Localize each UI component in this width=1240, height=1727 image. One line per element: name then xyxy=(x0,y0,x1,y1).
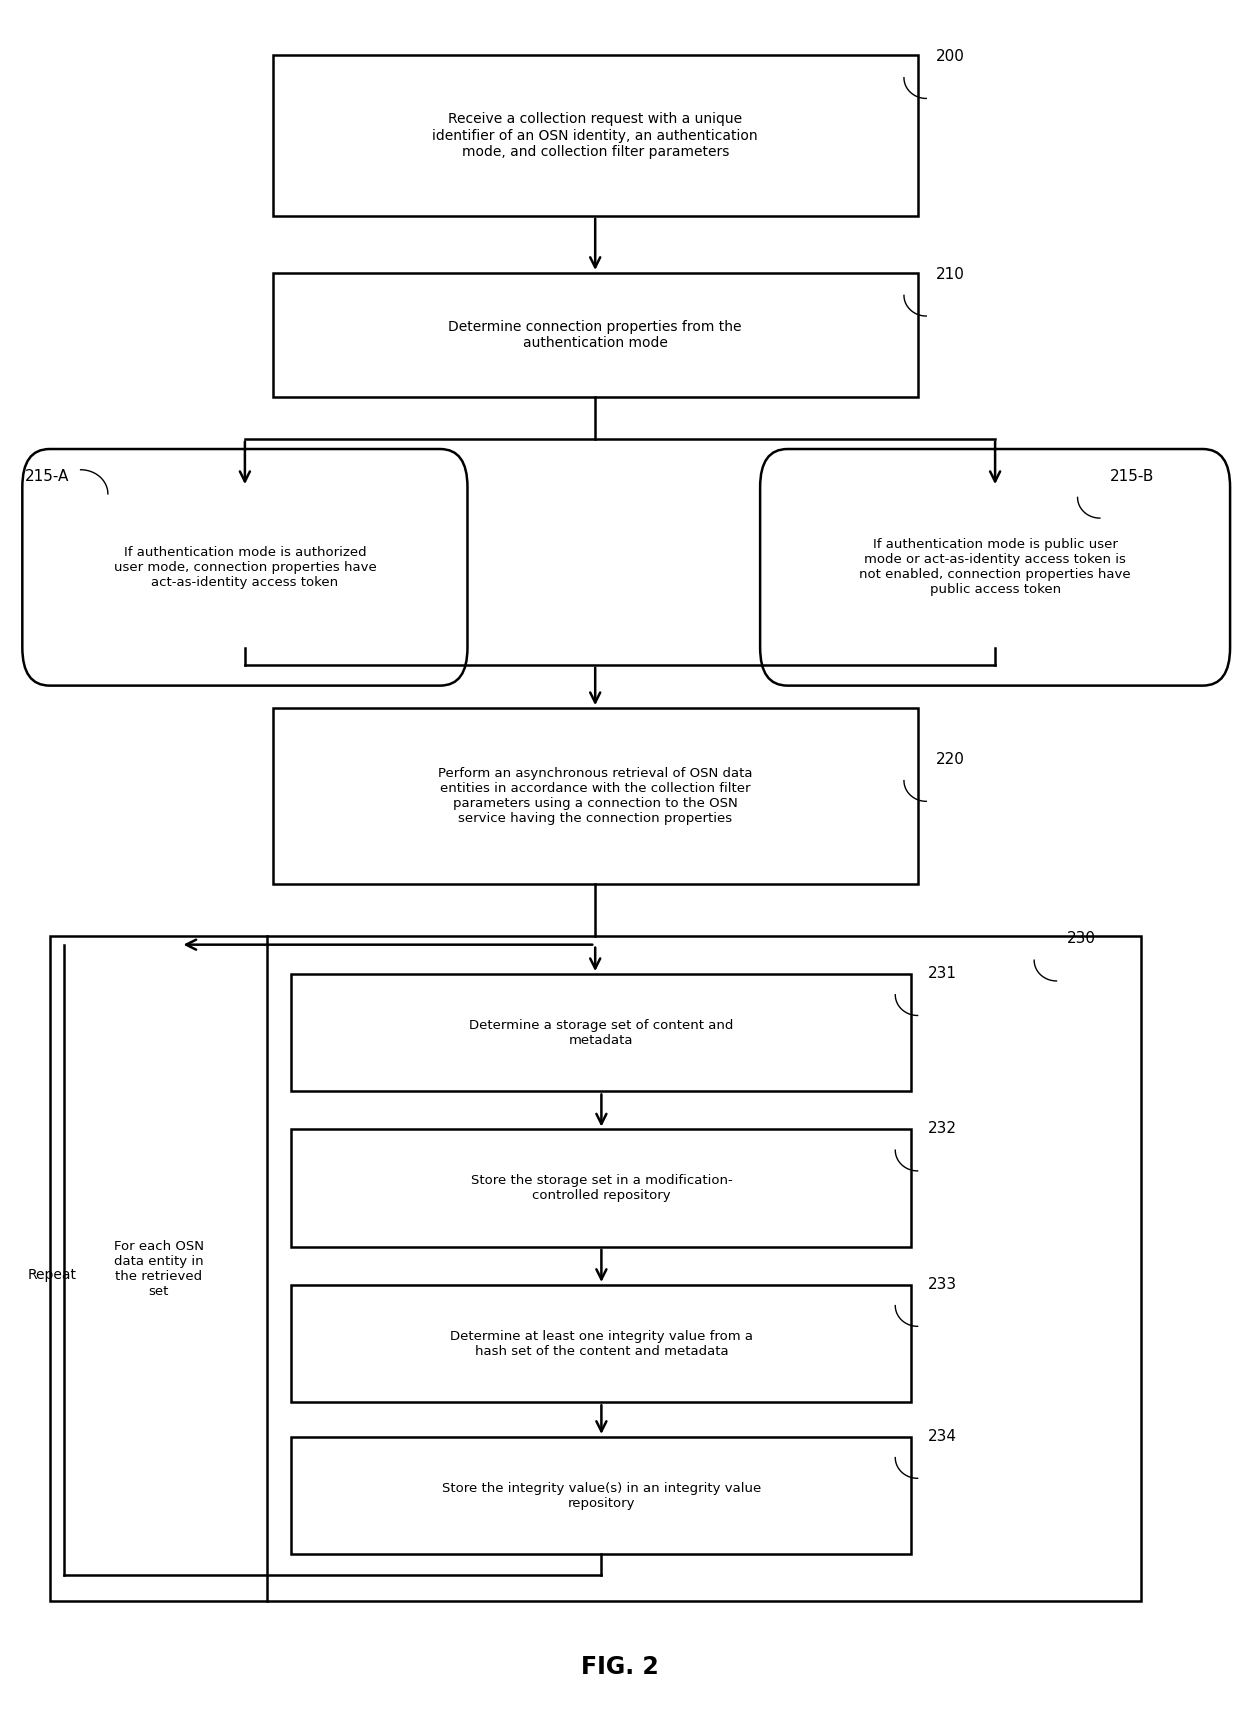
Bar xyxy=(291,1285,911,1402)
Text: 215-A: 215-A xyxy=(25,468,69,484)
Bar xyxy=(273,273,918,397)
Bar xyxy=(291,1437,911,1554)
Text: Receive a collection request with a unique
identifier of an OSN identity, an aut: Receive a collection request with a uniq… xyxy=(433,112,758,159)
Text: 231: 231 xyxy=(928,965,956,981)
Text: 220: 220 xyxy=(936,751,965,767)
Text: For each OSN
data entity in
the retrieved
set: For each OSN data entity in the retrieve… xyxy=(114,1240,203,1299)
Text: Repeat: Repeat xyxy=(27,1268,77,1281)
Text: Determine at least one integrity value from a
hash set of the content and metada: Determine at least one integrity value f… xyxy=(450,1330,753,1357)
Text: 215-B: 215-B xyxy=(1110,468,1154,484)
Bar xyxy=(291,1129,911,1247)
Text: FIG. 2: FIG. 2 xyxy=(582,1654,658,1679)
Text: 232: 232 xyxy=(928,1121,956,1136)
Bar xyxy=(273,708,918,884)
Text: If authentication mode is public user
mode or act-as-identity access token is
no: If authentication mode is public user mo… xyxy=(859,539,1131,596)
Text: Perform an asynchronous retrieval of OSN data
entities in accordance with the co: Perform an asynchronous retrieval of OSN… xyxy=(438,767,753,826)
FancyBboxPatch shape xyxy=(22,449,467,686)
Text: If authentication mode is authorized
user mode, connection properties have
act-a: If authentication mode is authorized use… xyxy=(114,546,376,589)
Text: 234: 234 xyxy=(928,1428,956,1444)
Text: 210: 210 xyxy=(936,266,965,282)
Bar xyxy=(291,974,911,1091)
Bar xyxy=(273,55,918,216)
Text: Determine connection properties from the
authentication mode: Determine connection properties from the… xyxy=(449,319,742,351)
Text: 200: 200 xyxy=(936,48,965,64)
FancyBboxPatch shape xyxy=(760,449,1230,686)
Text: 230: 230 xyxy=(1066,931,1095,946)
Text: Determine a storage set of content and
metadata: Determine a storage set of content and m… xyxy=(469,1019,734,1047)
Text: Store the storage set in a modification-
controlled repository: Store the storage set in a modification-… xyxy=(470,1174,733,1202)
Bar xyxy=(50,936,1141,1601)
Text: 233: 233 xyxy=(928,1276,956,1292)
Text: Store the integrity value(s) in an integrity value
repository: Store the integrity value(s) in an integ… xyxy=(441,1482,761,1509)
